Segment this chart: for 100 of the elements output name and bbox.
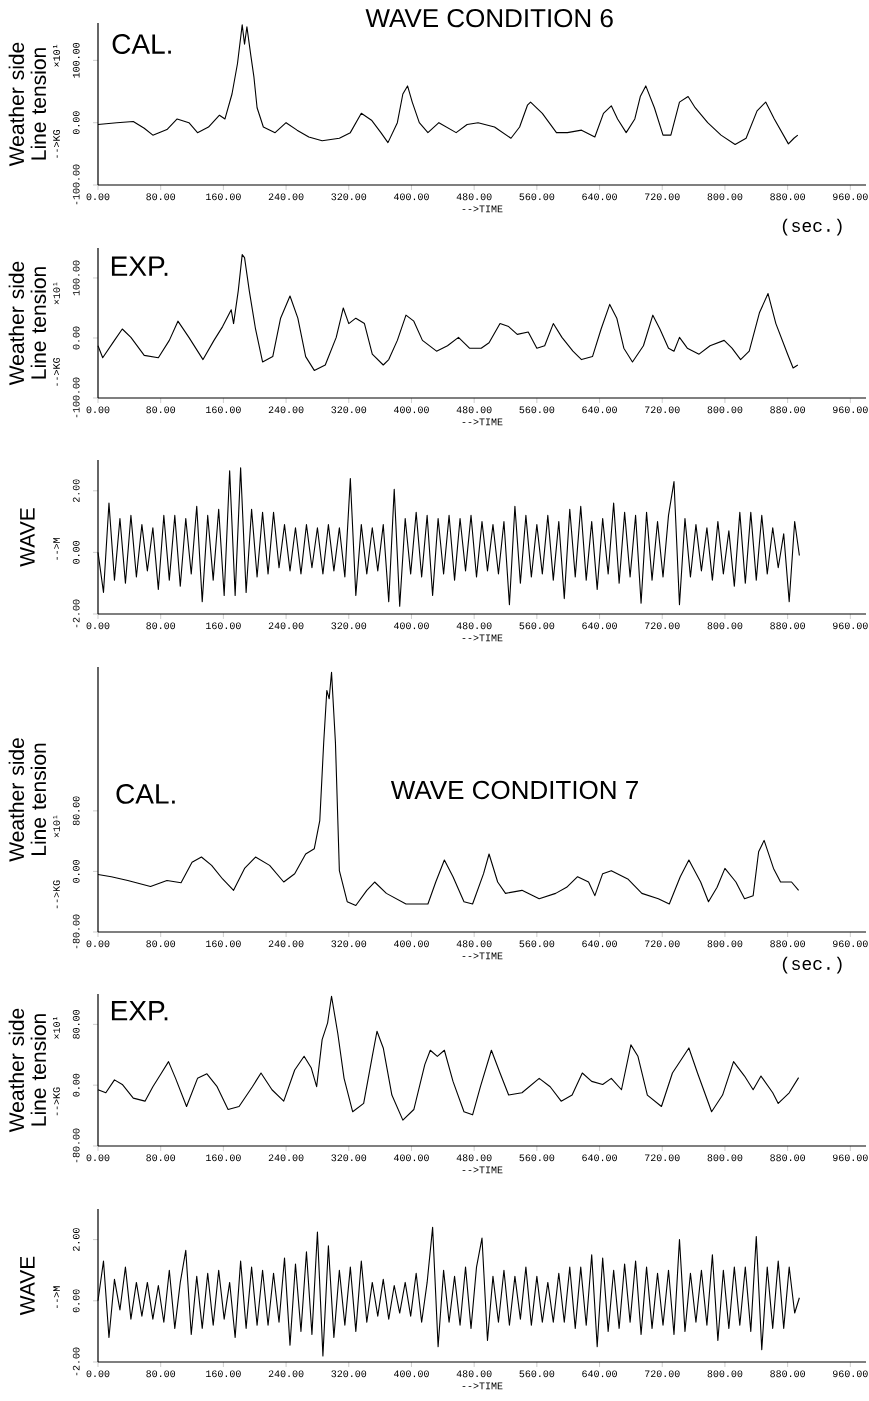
y-tick-label: 80.00 (72, 796, 80, 826)
x-tick-label: 80.00 (146, 1370, 176, 1378)
x-tick-label: 800.00 (707, 622, 743, 630)
y-tick-label: -80.00 (72, 1128, 80, 1163)
x-tick-label: 160.00 (206, 940, 241, 948)
x-tick-label: 560.00 (519, 940, 555, 948)
x-tick-label: 480.00 (456, 940, 492, 948)
x-tick-label: 160.00 (206, 406, 241, 414)
y-tick-label: 100.00 (72, 260, 80, 296)
text: ×10¹ (53, 815, 61, 838)
y-axis-title: WAVE (20, 1256, 35, 1316)
x-tick-label: 80.00 (146, 1154, 176, 1162)
x-tick-label: 400.00 (393, 1154, 429, 1162)
y-tick-label: 100.00 (72, 42, 80, 78)
x-tick-label: 960.00 (833, 1370, 868, 1378)
x-tick-label: 0.00 (86, 193, 110, 201)
chart-title: WAVE CONDITION 6 (365, 8, 613, 28)
x-tick-label: 880.00 (770, 940, 806, 948)
x-tick-label: 880.00 (770, 193, 806, 201)
x-tick-label: 880.00 (770, 1154, 806, 1162)
y-tick-label: 0.00 (72, 1289, 80, 1313)
x-tick-label: 960.00 (833, 1154, 868, 1162)
x-tick-label: 240.00 (268, 193, 304, 201)
x-tick-label: 240.00 (268, 940, 304, 948)
x-tick-label: 640.00 (582, 622, 617, 630)
x-axis-title: -->TIME (462, 952, 503, 960)
y-tick-label: 2.00 (72, 1228, 80, 1251)
x-tick-label: 880.00 (770, 1370, 806, 1378)
y-tick-label: 0.00 (72, 1073, 80, 1097)
x-tick-label: 320.00 (331, 193, 367, 201)
x-tick-label: 0.00 (86, 940, 110, 948)
x-tick-label: 320.00 (331, 406, 367, 414)
x-tick-label: 560.00 (519, 193, 555, 201)
x-tick-label: 400.00 (393, 622, 429, 630)
x-tick-label: 400.00 (393, 1370, 429, 1378)
text: -->KG (53, 880, 60, 909)
x-axis-title: -->TIME (462, 205, 503, 213)
text: WAVE CONDITION 7 (390, 780, 638, 800)
x-tick-label: 80.00 (146, 193, 176, 201)
x-tick-label: 240.00 (268, 406, 304, 414)
x-tick-label: 960.00 (833, 193, 868, 201)
x-tick-label: 560.00 (519, 1154, 555, 1162)
x-tick-label: 240.00 (268, 622, 304, 630)
y-tick-label: -100.00 (72, 377, 80, 418)
x-tick-label: 640.00 (582, 940, 617, 948)
x-tick-label: 640.00 (582, 193, 617, 201)
y-axis-title: Weather side Line tension (8, 738, 47, 862)
text: -->M (53, 1286, 60, 1309)
x-tick-label: 320.00 (331, 940, 367, 948)
x-tick-label: 0.00 (86, 406, 110, 414)
x-tick-label: 400.00 (393, 940, 429, 948)
x-tick-label: 560.00 (519, 406, 555, 414)
x-tick-label: 800.00 (707, 1154, 743, 1162)
text: CAL. (116, 784, 175, 804)
chart-subtitle: EXP. (111, 256, 168, 276)
y-axis-title: Weather side Line tension (8, 1008, 47, 1133)
chart-subtitle: EXP. (111, 1001, 168, 1021)
x-tick-label: 560.00 (519, 622, 555, 630)
x-tick-label: 480.00 (456, 406, 492, 414)
y-tick-label: 0.00 (72, 111, 80, 135)
y-tick-label: 2.00 (72, 479, 80, 503)
x-tick-label: 160.00 (206, 1154, 241, 1162)
x-tick-label: 320.00 (331, 1154, 367, 1162)
text: -->KG (53, 130, 60, 158)
y-tick-label: -80.00 (72, 914, 80, 949)
x-axis-title: -->TIME (462, 634, 503, 642)
x-tick-label: 80.00 (146, 406, 176, 414)
text: ×10¹ (53, 282, 61, 305)
x-tick-label: 160.00 (206, 193, 241, 201)
x-tick-label: 480.00 (456, 622, 492, 630)
y-tick-label: 80.00 (72, 1009, 80, 1039)
x-tick-label: 0.00 (86, 1154, 110, 1162)
text: -->KG (53, 358, 60, 386)
chart-subtitle: CAL. (112, 34, 171, 54)
x-tick-label: 720.00 (645, 940, 680, 948)
x-tick-label: 480.00 (456, 1154, 492, 1162)
x-tick-label: 880.00 (770, 406, 806, 414)
x-tick-label: 960.00 (833, 940, 868, 948)
x-tick-label: 800.00 (707, 406, 743, 414)
x-tick-label: 720.00 (645, 406, 680, 414)
text: -->KG (53, 1087, 60, 1116)
y-axis-title: Weather side Line tension (8, 261, 47, 386)
x-axis-title: -->TIME (462, 1166, 503, 1174)
x-tick-label: 240.00 (268, 1370, 304, 1378)
x-tick-label: 240.00 (268, 1154, 304, 1162)
x-tick-label: 720.00 (645, 1370, 680, 1378)
x-tick-label: 800.00 (707, 193, 743, 201)
text: -->M (53, 537, 60, 560)
x-axis-title: -->TIME (462, 418, 503, 426)
x-tick-label: 480.00 (456, 1370, 492, 1378)
text: (sec.) (782, 218, 842, 236)
x-tick-label: 640.00 (582, 406, 617, 414)
x-tick-label: 400.00 (393, 193, 429, 201)
x-tick-label: 160.00 (206, 622, 241, 630)
y-tick-label: -2.00 (72, 1347, 80, 1376)
text: ×10¹ (53, 1016, 61, 1039)
x-axis-title: -->TIME (462, 1382, 503, 1390)
x-tick-label: 160.00 (206, 1370, 241, 1378)
x-tick-label: 400.00 (393, 406, 429, 414)
x-tick-label: 480.00 (456, 193, 492, 201)
